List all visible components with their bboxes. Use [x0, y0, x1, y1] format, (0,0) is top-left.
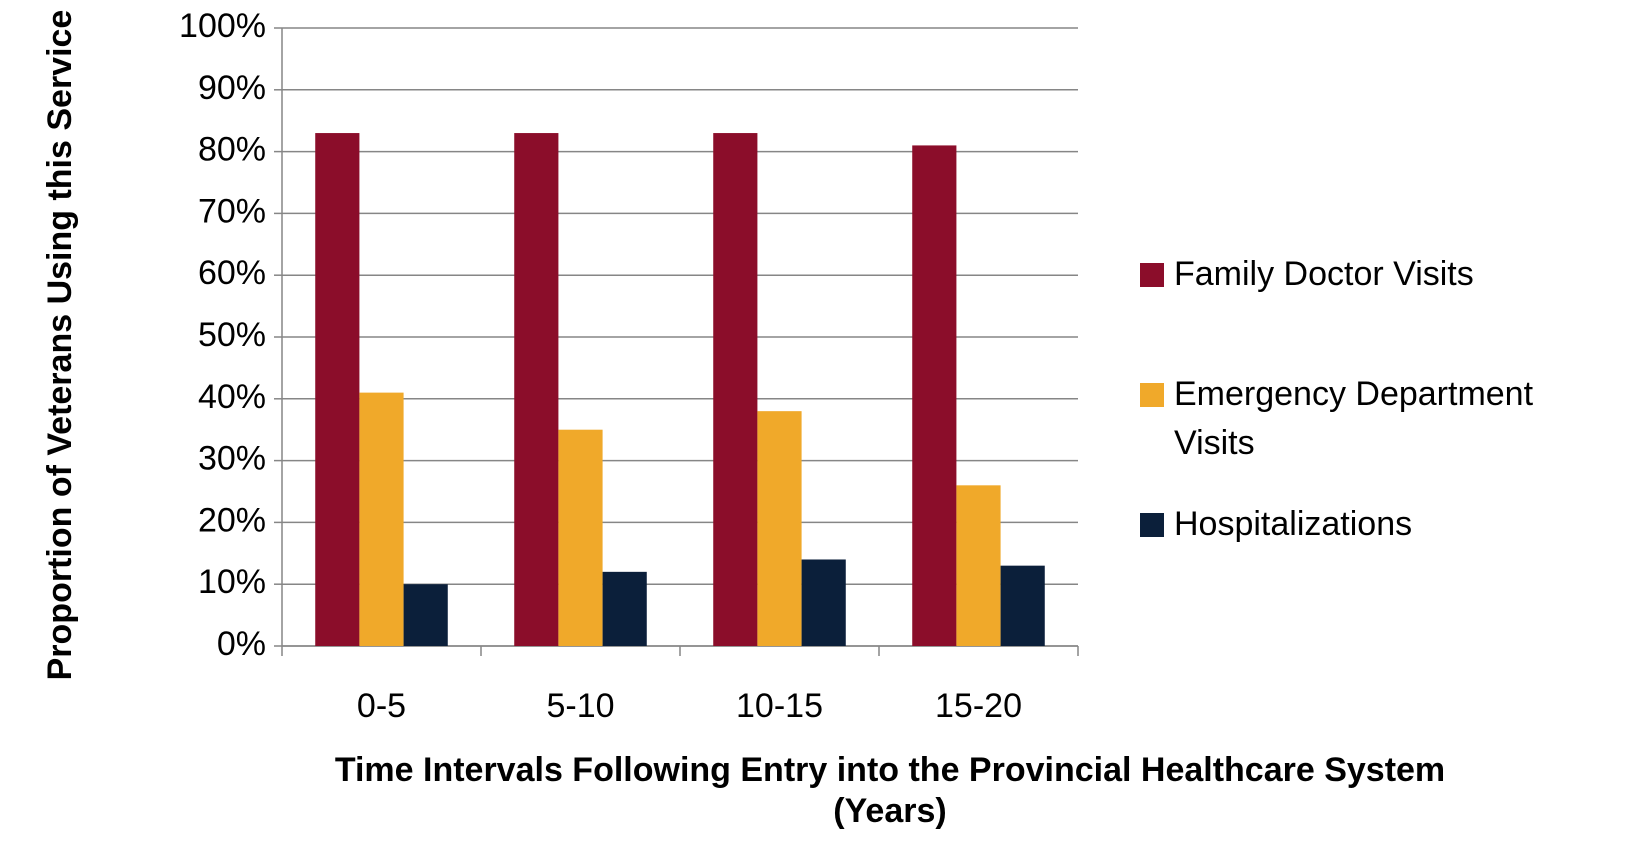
- bar: [956, 485, 1001, 646]
- bar: [403, 584, 448, 646]
- legend-item: Family Doctor Visits: [1140, 250, 1620, 299]
- x-axis-title: Time Intervals Following Entry into the …: [334, 751, 1446, 830]
- y-tick-label: 30%: [198, 440, 266, 478]
- legend-swatch: [1140, 513, 1164, 537]
- legend-item: Emergency Department Visits: [1140, 370, 1620, 469]
- legend-swatch: [1140, 383, 1164, 407]
- y-tick-label: 60%: [198, 254, 266, 292]
- x-tick-label: 5-10: [546, 687, 614, 725]
- y-tick-label: 20%: [198, 501, 266, 539]
- bar: [912, 145, 957, 647]
- y-tick-label: 80%: [198, 131, 266, 169]
- bar: [359, 392, 404, 646]
- x-tick-label: 10-15: [736, 687, 823, 725]
- bar: [514, 133, 559, 646]
- y-tick-label: 10%: [198, 563, 266, 601]
- legend-swatch: [1140, 263, 1164, 287]
- y-tick-label: 100%: [179, 7, 266, 45]
- y-tick-label: 90%: [198, 69, 266, 107]
- legend-label: Family Doctor Visits: [1174, 255, 1474, 293]
- bar: [558, 429, 603, 646]
- x-tick-label: 15-20: [935, 687, 1022, 725]
- bar: [602, 571, 647, 646]
- legend-item: Hospitalizations: [1140, 500, 1620, 549]
- bar: [315, 133, 360, 646]
- x-tick-label: 0-5: [357, 687, 406, 725]
- bar: [757, 411, 802, 646]
- y-tick-label: 40%: [198, 378, 266, 416]
- legend-label: Hospitalizations: [1174, 505, 1413, 543]
- legend-label: Emergency Department Visits: [1174, 375, 1534, 463]
- y-tick-label: 0%: [217, 625, 266, 663]
- y-tick-label: 50%: [198, 316, 266, 354]
- y-axis-title: Proportion of Veterans Using this Servic…: [40, 9, 79, 681]
- bar: [801, 559, 846, 646]
- bar: [713, 133, 758, 646]
- y-tick-label: 70%: [198, 192, 266, 230]
- bar: [1000, 565, 1045, 646]
